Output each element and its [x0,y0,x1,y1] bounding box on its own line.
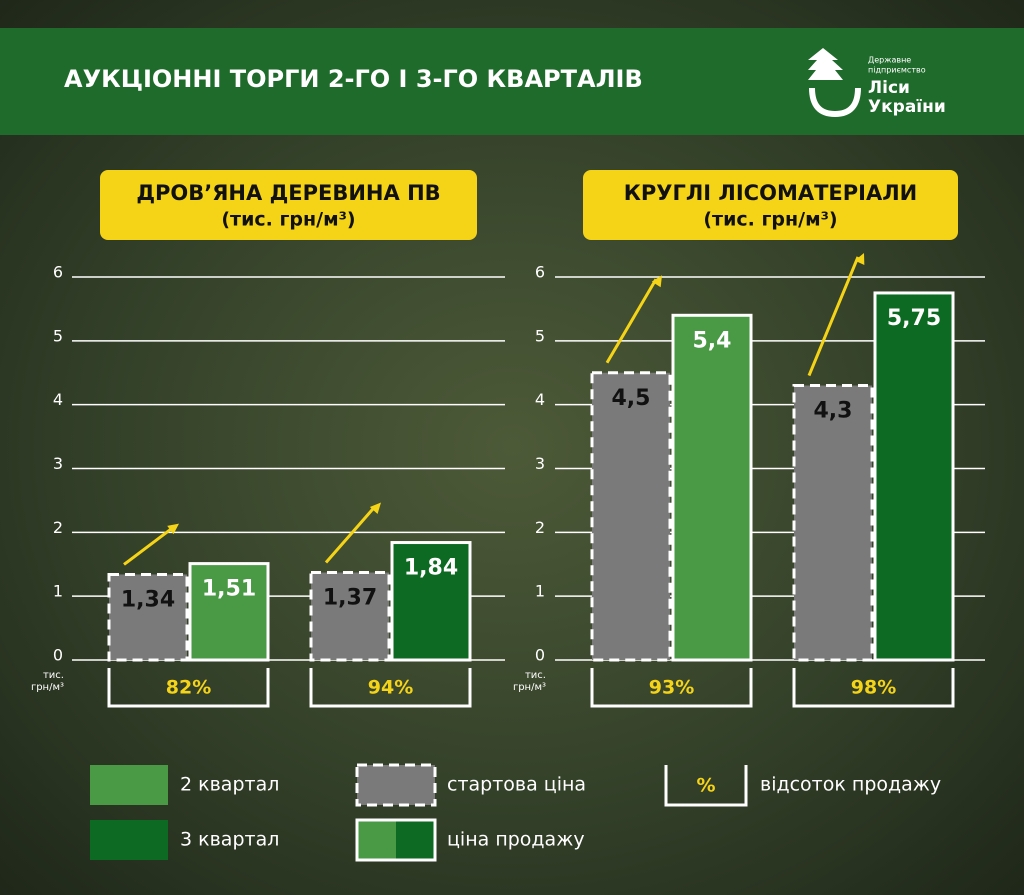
y-tick-label: 5 [535,326,545,345]
logo-text: підприємство [868,66,926,75]
logo-name: України [868,97,946,117]
arrow [123,526,174,566]
y-tick-label: 4 [53,390,63,409]
sale-price-label: 1,51 [202,577,256,602]
percent-bracket [590,668,753,708]
start-price-bar [590,371,672,662]
y-tick-label: 1 [53,582,63,601]
logo-name: Ліси [868,78,910,98]
sale-price-bar [671,313,753,662]
legend-label: 3 квартал [180,829,279,851]
percent-bracket [792,668,955,708]
y-tick-label: 2 [535,518,545,537]
start-price-label: 1,37 [323,586,377,611]
start-price-label: 4,3 [814,399,853,424]
start-price-label: 4,5 [612,386,651,411]
logo-text: Державне [868,56,911,65]
y-tick-label: 6 [535,263,545,282]
legend-label: відсоток продажу [760,774,941,796]
chart-subtitle: (тис. грн/м³) [221,209,355,231]
percent-bracket [107,668,270,708]
start-price-bar [792,384,874,662]
y-tick-label: 0 [535,646,545,665]
sale-price-bar [873,291,955,662]
header-band [0,28,1024,135]
y-tick-label: 0 [53,646,63,665]
legend-bracket [664,765,748,807]
y-tick-label: 6 [53,263,63,282]
y-tick-label: 2 [53,518,63,537]
percent-label: 93% [649,677,694,699]
y-unit-label: тис. грн/м³ [30,670,64,693]
legend-swatch [90,820,168,860]
percent-label: 94% [368,677,413,699]
legend-label: ціна продажу [447,829,585,851]
y-unit-label-box: тис. грн/м³ [512,670,546,693]
chart-title: КРУГЛІ ЛІСОМАТЕРІАЛИ [624,181,918,205]
legend-symbol: % [696,775,715,797]
legend-swatch [396,820,435,860]
arrow [807,256,860,377]
logo-arc [809,87,861,118]
y-unit-label-box: тис. грн/м³ [30,670,64,693]
y-tick-label: 4 [535,390,545,409]
chart-subtitle: (тис. грн/м³) [703,209,837,231]
sale-price-label: 5,75 [887,306,941,331]
logo-icon [808,48,843,80]
arrow-head [167,523,179,535]
start-price-bar [107,572,189,662]
arrow-head [369,502,381,515]
arrow [605,278,658,364]
sale-price-label: 5,4 [693,328,732,353]
legend-swatch [355,763,437,807]
legend-swatch-border [355,818,437,862]
legend-swatch [357,820,396,860]
percent-label: 98% [851,677,896,699]
start-price-label: 1,34 [121,587,175,612]
logo: Державне підприємство Ліси України [808,48,946,118]
sale-price-bar [390,541,472,662]
chart-title: ДРОВ’ЯНА ДЕРЕВИНА ПВ [136,181,440,205]
legend-swatch [90,765,168,805]
sale-price-label: 1,84 [404,556,458,581]
y-tick-label: 5 [53,326,63,345]
legend-label: 2 квартал [180,774,279,796]
arrow-head [854,252,865,265]
chart-title-box [583,170,958,240]
percent-bracket [309,668,472,708]
chart-title-box [100,170,477,240]
arrow-head [651,275,662,288]
percent-label: 82% [166,677,211,699]
header-title: АУКЦІОННІ ТОРГИ 2-ГО І 3-ГО КВАРТАЛІВ [64,65,643,93]
legend-label: стартова ціна [447,774,586,796]
sale-price-bar [188,562,270,662]
start-price-bar [309,571,391,662]
y-tick-label: 3 [53,454,63,473]
arrow [324,505,377,564]
y-tick-label: 3 [535,454,545,473]
y-unit-label: тис. грн/м³ [512,670,546,693]
y-tick-label: 1 [535,582,545,601]
